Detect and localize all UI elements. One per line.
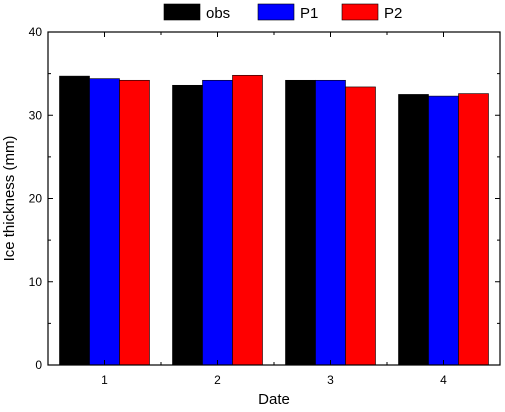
legend-swatch-obs <box>163 3 201 21</box>
y-tick-label: 10 <box>29 275 43 289</box>
legend-swatch-p2 <box>341 3 379 21</box>
legend: obs P1 P2 <box>163 3 402 22</box>
y-tick-label: 30 <box>29 108 43 122</box>
bar-obs-date-4 <box>398 94 429 366</box>
legend-label-p2: P2 <box>384 5 402 22</box>
legend-swatch-p1 <box>257 3 295 21</box>
bar-p1-date-3 <box>315 79 346 366</box>
y-axis-ticks: 0 10 20 30 40 <box>29 25 500 372</box>
x-tick-label: 1 <box>101 373 108 387</box>
x-axis-title: Date <box>258 391 290 408</box>
x-tick-label: 3 <box>327 373 334 387</box>
bar-p1-date-2 <box>202 79 233 366</box>
bar-p2-date-3 <box>345 86 376 366</box>
legend-label-p1: P1 <box>300 5 318 22</box>
x-tick-label: 4 <box>440 373 447 387</box>
bar-p2-date-4 <box>458 93 489 366</box>
bar-p1-date-1 <box>89 78 120 366</box>
y-tick-label: 40 <box>29 25 43 39</box>
y-axis-title: Ice thickness (mm) <box>1 136 18 262</box>
bar-obs-date-1 <box>59 75 90 366</box>
x-tick-label: 2 <box>214 373 221 387</box>
x-axis-ticks: 1 2 3 4 <box>101 32 447 387</box>
bar-obs-date-2 <box>172 84 203 366</box>
y-tick-label: 0 <box>35 358 42 372</box>
bar-p2-date-1 <box>119 79 150 366</box>
bar-p2-date-2 <box>232 74 263 366</box>
bars-group <box>59 74 489 366</box>
bar-p1-date-4 <box>428 95 459 366</box>
y-tick-label: 20 <box>29 192 43 206</box>
bar-obs-date-3 <box>285 79 316 366</box>
legend-label-obs: obs <box>206 5 230 22</box>
